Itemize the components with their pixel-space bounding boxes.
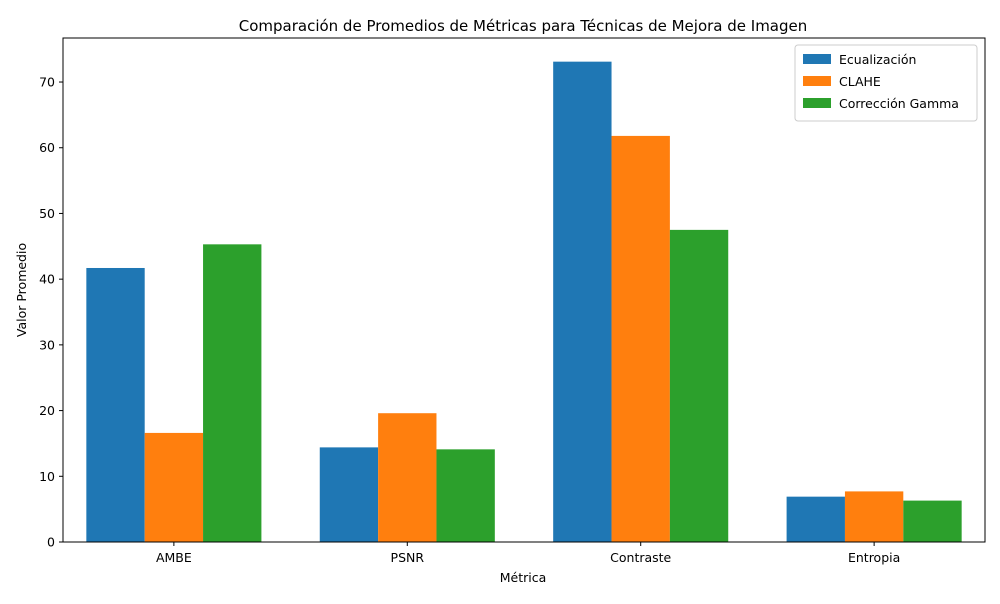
bar-ambe-series-2: [203, 244, 262, 542]
y-tick-label: 10: [39, 469, 55, 484]
y-tick-label: 40: [39, 272, 55, 287]
bar-entropia-series-2: [903, 500, 962, 542]
y-tick-label: 0: [47, 535, 55, 550]
legend: Ecualización CLAHE Corrección Gamma: [794, 44, 978, 122]
bar-entropia-series-1: [844, 491, 904, 542]
y-axis-label: Valor Promedio: [14, 243, 29, 337]
bar-contraste-series-2: [669, 229, 729, 543]
bar-ambe-series-1: [144, 432, 204, 542]
bar-psnr-series-0: [319, 447, 379, 542]
legend-label: Ecualización: [839, 52, 916, 67]
y-tick-label: 30: [39, 337, 55, 352]
y-tick-label: 20: [39, 403, 55, 418]
bar-entropia-series-0: [786, 496, 845, 542]
legend-swatch: [803, 54, 831, 64]
bar-contraste-series-1: [611, 135, 670, 542]
plot-frame: [62, 37, 986, 543]
x-axis-label: Métrica: [500, 570, 547, 585]
bar-contraste-series-0: [553, 61, 612, 543]
x-tick-label: AMBE: [156, 550, 192, 565]
bar-ambe-series-0: [86, 267, 145, 542]
bar-psnr-series-1: [378, 413, 437, 542]
chart-title: Comparación de Promedios de Métricas par…: [239, 17, 808, 35]
legend-box: [794, 44, 978, 122]
x-tick-label: Contraste: [610, 550, 671, 565]
legend-swatch: [803, 98, 831, 108]
legend-label: CLAHE: [839, 74, 881, 89]
bar-psnr-series-2: [436, 449, 495, 542]
x-tick-label: Entropia: [848, 550, 900, 565]
legend-label: Corrección Gamma: [839, 96, 959, 111]
y-tick-label: 50: [39, 206, 55, 221]
x-tick-label: PSNR: [391, 550, 425, 565]
y-tick-label: 70: [39, 75, 55, 90]
y-tick-label: 60: [39, 140, 55, 155]
plot-area: 0 10 20 30 40 50 60 70 AMBE PSNR Contraste Entropia: [39, 37, 986, 565]
legend-swatch: [803, 76, 831, 86]
